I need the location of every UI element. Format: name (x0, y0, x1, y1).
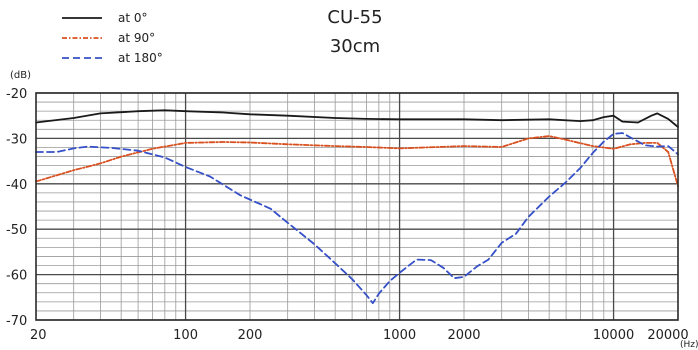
series-line-2 (35, 132, 679, 305)
plot-border (35, 92, 679, 321)
x-tick-label: 1000 (383, 328, 416, 343)
series-layer (35, 109, 679, 305)
x-tick-label: 10000 (593, 328, 634, 343)
x-tick-label: 2000 (447, 328, 480, 343)
y-tick-label: -20 (6, 87, 27, 102)
major-grid (36, 92, 678, 321)
x-axis-unit-label: (Hz) (680, 340, 698, 350)
chart-subtitle: 30cm (330, 36, 380, 57)
x-tick-label: 20000 (647, 328, 688, 343)
legend-label-0: at 0° (118, 11, 148, 25)
legend: at 0° at 90° at 180° (62, 11, 163, 65)
series-line-1 (35, 135, 679, 187)
y-tick-label: -40 (6, 178, 27, 193)
minor-grid (35, 93, 679, 320)
x-tick-label: 200 (238, 328, 263, 343)
legend-label-1: at 90° (118, 31, 155, 45)
x-tick-label: 100 (173, 328, 198, 343)
y-tick-label: -30 (6, 132, 27, 147)
series-line-0 (35, 109, 679, 128)
y-axis-unit-label: (dB) (10, 70, 31, 81)
y-tick-label: -70 (6, 314, 27, 329)
y-tick-label: -50 (6, 223, 27, 238)
y-tick-label: -60 (6, 269, 27, 284)
x-tick-label: 20 (30, 328, 47, 343)
chart-title: CU-55 (327, 7, 382, 28)
legend-label-2: at 180° (118, 51, 163, 65)
